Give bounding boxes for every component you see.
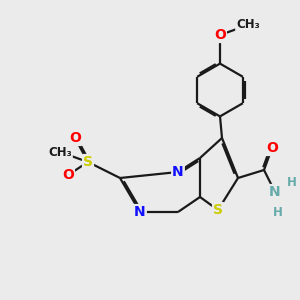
Text: CH₃: CH₃ [48,146,72,158]
Text: H: H [287,176,297,188]
Text: N: N [269,185,281,199]
Text: N: N [134,205,146,219]
Text: H: H [273,206,283,218]
Text: S: S [83,155,93,169]
Text: O: O [62,168,74,182]
Text: O: O [266,141,278,155]
Text: CH₃: CH₃ [236,19,260,32]
Text: S: S [213,203,223,217]
Text: O: O [69,131,81,145]
Text: O: O [214,28,226,42]
Text: N: N [172,165,184,179]
